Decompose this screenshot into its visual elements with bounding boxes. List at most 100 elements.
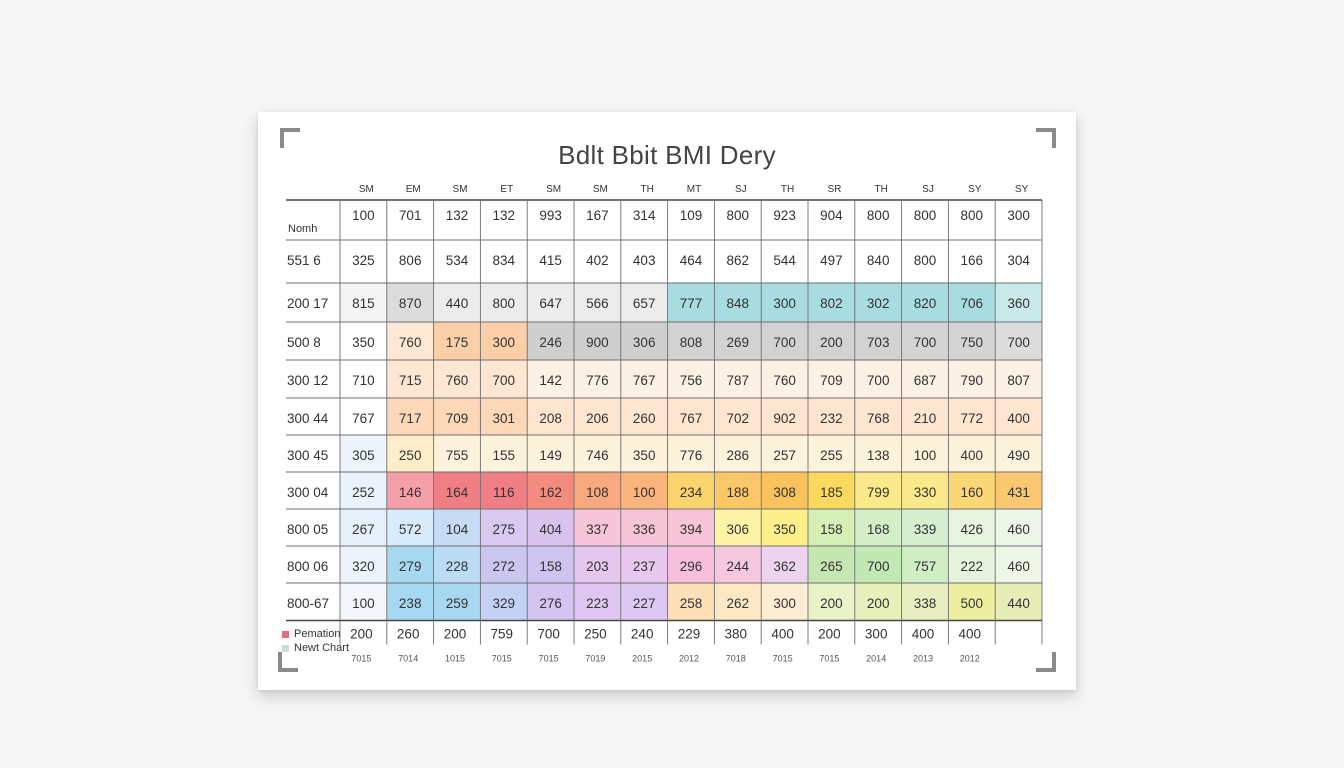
table-cell (527, 583, 574, 621)
legend-label: Newt Chart (294, 642, 350, 654)
data-label: 572 (399, 522, 422, 537)
data-label: 702 (727, 411, 750, 426)
data-label: 360 (1007, 296, 1030, 311)
data-label: 767 (352, 411, 375, 426)
data-label: 431 (1007, 485, 1030, 500)
table-cell (714, 200, 762, 240)
data-label: 132 (446, 208, 469, 223)
data-label: 296 (680, 559, 703, 574)
data-label: 304 (1007, 253, 1030, 268)
table-cell (480, 240, 528, 283)
table-cell (340, 435, 387, 472)
footer-year: 7019 (585, 654, 605, 664)
table-cell (340, 398, 387, 435)
table-cell (714, 583, 762, 621)
table-cell (386, 435, 434, 472)
data-label: 687 (914, 373, 937, 388)
data-label: 228 (446, 559, 469, 574)
data-label: 700 (867, 373, 890, 388)
table-cell (620, 435, 668, 472)
data-label: 923 (773, 208, 796, 223)
column-header: TH (781, 184, 794, 195)
data-label: 158 (539, 559, 562, 574)
table-cell (433, 546, 481, 583)
table-cell (433, 240, 481, 283)
table-cell (995, 546, 1042, 583)
data-label: 808 (680, 335, 703, 350)
column-header: SJ (922, 184, 934, 195)
data-label: 200 (867, 596, 890, 611)
table-cell (433, 435, 481, 472)
footer-year: 2015 (632, 654, 652, 664)
table-cell (667, 583, 715, 621)
table-cell (808, 546, 855, 583)
table-cell (574, 435, 621, 472)
row-label: 300 12 (287, 373, 328, 388)
table-cell (995, 322, 1042, 360)
row-label: 800-67 (287, 596, 329, 611)
table-cell (667, 435, 715, 472)
data-label: 200 (820, 335, 843, 350)
data-label: 200 (820, 596, 843, 611)
table-cell (948, 509, 996, 546)
table-cell (386, 240, 434, 283)
table-cell (901, 360, 949, 398)
table-cell (574, 360, 621, 398)
table-cell (480, 322, 528, 360)
data-label: 306 (727, 522, 750, 537)
footer-value: 400 (912, 627, 935, 642)
footer-year: 7014 (398, 654, 418, 664)
data-label: 820 (914, 296, 937, 311)
data-label: 260 (633, 411, 656, 426)
table-cell (901, 283, 949, 322)
data-label: 497 (820, 253, 843, 268)
data-label: 807 (1007, 373, 1030, 388)
data-label: 900 (586, 335, 609, 350)
data-label: 168 (867, 522, 890, 537)
table-cell (901, 240, 949, 283)
data-label: 223 (586, 596, 609, 611)
footer-value: 250 (584, 627, 607, 642)
footer-value: 200 (818, 627, 841, 642)
data-label: 350 (352, 335, 375, 350)
footer-year: 2014 (866, 654, 886, 664)
data-label: 700 (867, 559, 890, 574)
data-label: 116 (493, 485, 515, 500)
column-header: SR (827, 184, 841, 195)
table-cell (948, 435, 996, 472)
crop-mark-bottom-left-icon (278, 652, 298, 672)
table-cell (714, 472, 762, 509)
data-label: 870 (399, 296, 422, 311)
data-label: 237 (633, 559, 656, 574)
data-label: 276 (539, 596, 562, 611)
table-cell (667, 546, 715, 583)
data-label: 100 (914, 448, 937, 463)
table-cell (714, 322, 762, 360)
table-cell (386, 472, 434, 509)
table-cell (527, 283, 574, 322)
data-label: 325 (352, 253, 375, 268)
data-label: 108 (586, 485, 609, 500)
data-label: 188 (727, 485, 750, 500)
data-label: 394 (680, 522, 703, 537)
data-label: 799 (867, 485, 890, 500)
table-cell (995, 472, 1042, 509)
table-cell (808, 200, 855, 240)
table-cell (854, 240, 902, 283)
table-cell (480, 546, 528, 583)
data-label: 234 (680, 485, 703, 500)
data-label: 314 (633, 208, 656, 223)
table-cell (761, 322, 808, 360)
table-cell (948, 583, 996, 621)
table-cell (340, 509, 387, 546)
data-label: 566 (586, 296, 609, 311)
column-header: SM (593, 184, 608, 195)
table-cell (901, 583, 949, 621)
data-label: 246 (539, 335, 562, 350)
data-label: 250 (399, 448, 422, 463)
legend-item: Pemation (282, 627, 349, 641)
column-header: ET (500, 184, 513, 195)
crop-mark-top-right-icon (1036, 128, 1056, 148)
data-label: 772 (961, 411, 984, 426)
data-label: 238 (399, 596, 422, 611)
